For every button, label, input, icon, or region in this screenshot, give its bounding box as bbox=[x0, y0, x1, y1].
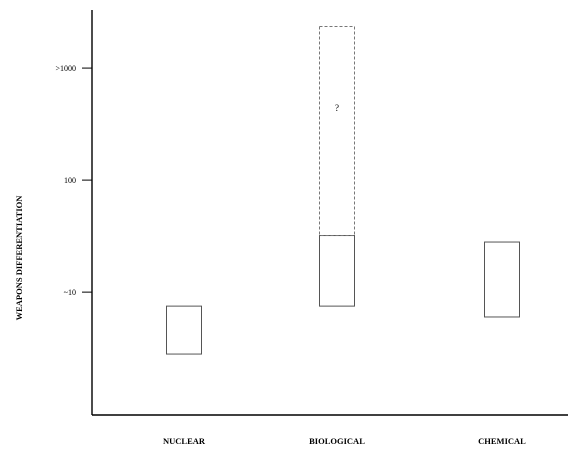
range-box-biological-1 bbox=[319, 235, 355, 307]
range-box-biological-2 bbox=[319, 26, 355, 237]
range-annotation-2: ? bbox=[335, 103, 339, 113]
category-label-nuclear: NUCLEAR bbox=[163, 436, 206, 446]
y-tick-label-1: 100 bbox=[64, 176, 76, 185]
category-label-biological: BIOLOGICAL bbox=[309, 436, 365, 446]
y-ticks: ~10 100 >1000 bbox=[55, 64, 92, 297]
range-boxes: ? bbox=[166, 26, 520, 355]
y-tick-label-2: >1000 bbox=[55, 64, 76, 73]
category-labels: NUCLEAR BIOLOGICAL CHEMICAL bbox=[163, 436, 526, 446]
range-box-nuclear-0 bbox=[166, 305, 202, 355]
y-tick-label-0: ~10 bbox=[64, 288, 76, 297]
range-box-chemical-3 bbox=[484, 241, 520, 318]
category-label-chemical: CHEMICAL bbox=[478, 436, 526, 446]
y-axis-title: WEAPONS DIFFERENTIATION bbox=[14, 195, 24, 321]
